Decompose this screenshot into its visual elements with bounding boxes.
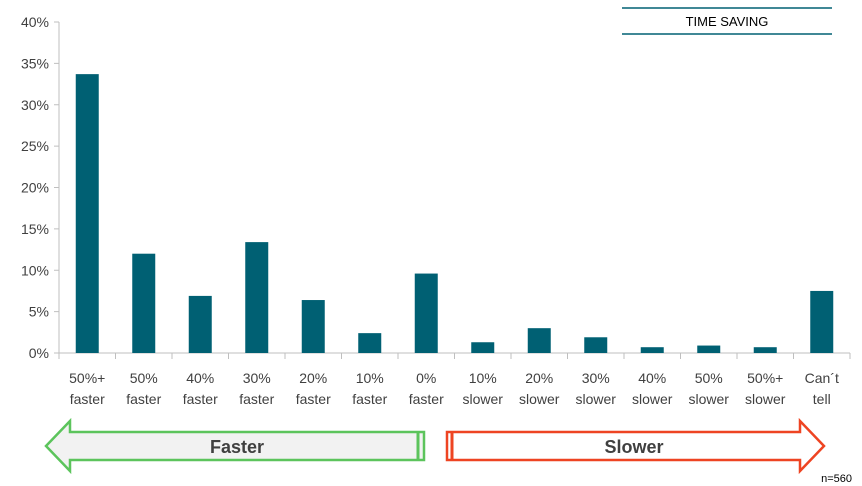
x-tick-label: slower xyxy=(689,391,730,407)
y-tick-label: 20% xyxy=(21,180,49,196)
bar xyxy=(358,333,382,353)
x-tick-label: 10% xyxy=(469,370,497,386)
x-tick-label: 10% xyxy=(356,370,384,386)
x-tick-label: 50% xyxy=(695,370,723,386)
y-tick-label: 30% xyxy=(21,97,49,113)
x-tick-label: slower xyxy=(463,391,504,407)
x-tick-label: faster xyxy=(296,391,331,407)
x-tick-label: 40% xyxy=(638,370,666,386)
x-tick-label: slower xyxy=(519,391,560,407)
slower-label: Slower xyxy=(604,437,663,457)
faster-arrow: Faster xyxy=(44,417,426,475)
y-tick-label: 10% xyxy=(21,262,49,278)
y-tick-label: 35% xyxy=(21,55,49,71)
bar xyxy=(414,273,438,353)
slower-arrow: Slower xyxy=(445,417,826,475)
x-tick-label: Can´t xyxy=(805,370,839,386)
x-tick-label: faster xyxy=(352,391,387,407)
slower-arrow-shape xyxy=(445,417,826,475)
x-tick-label: faster xyxy=(70,391,105,407)
y-tick-label: 5% xyxy=(29,304,49,320)
bar xyxy=(301,300,325,353)
x-tick-label: 20% xyxy=(299,370,327,386)
bar xyxy=(471,342,495,353)
x-tick-label: 30% xyxy=(582,370,610,386)
x-tick-label: 0% xyxy=(416,370,436,386)
x-tick-label: faster xyxy=(409,391,444,407)
bar xyxy=(245,242,269,353)
x-tick-label: 50%+ xyxy=(69,370,105,386)
bar xyxy=(810,290,834,353)
x-tick-label: tell xyxy=(813,391,831,407)
bar xyxy=(640,347,664,353)
sample-size-note: n=560 xyxy=(821,473,852,485)
y-tick-label: 0% xyxy=(29,345,49,361)
bar xyxy=(188,295,212,353)
x-tick-label: faster xyxy=(126,391,161,407)
x-axis xyxy=(58,352,851,359)
y-tick-label: 40% xyxy=(21,14,49,30)
x-tick-label: slower xyxy=(576,391,617,407)
faster-arrow-shape xyxy=(44,417,426,475)
faster-label: Faster xyxy=(210,437,264,457)
bar xyxy=(697,345,721,353)
x-tick-label: slower xyxy=(745,391,786,407)
bar xyxy=(132,253,156,353)
bar xyxy=(584,337,608,353)
x-tick-label: slower xyxy=(632,391,673,407)
x-tick-label: 50%+ xyxy=(747,370,783,386)
x-tick-label: faster xyxy=(183,391,218,407)
x-tick-label: 50% xyxy=(130,370,158,386)
x-tick-label: 40% xyxy=(186,370,214,386)
x-tick-label: 20% xyxy=(525,370,553,386)
y-axis: 0% 5% 10% 15% 20% 25% 30% 35% 40% xyxy=(21,14,60,361)
y-tick-label: 15% xyxy=(21,221,49,237)
category-labels: 50%+ faster 50% faster 40% faster 30% faster 20%… xyxy=(69,370,839,407)
bar xyxy=(75,74,99,353)
y-tick-label: 25% xyxy=(21,138,49,154)
bar xyxy=(753,347,777,353)
x-tick-label: 30% xyxy=(243,370,271,386)
chart-title: TIME SAVING xyxy=(686,14,769,29)
bar xyxy=(527,328,551,353)
bars xyxy=(75,74,834,353)
x-tick-label: faster xyxy=(239,391,274,407)
chart-title-box: TIME SAVING xyxy=(622,7,832,35)
